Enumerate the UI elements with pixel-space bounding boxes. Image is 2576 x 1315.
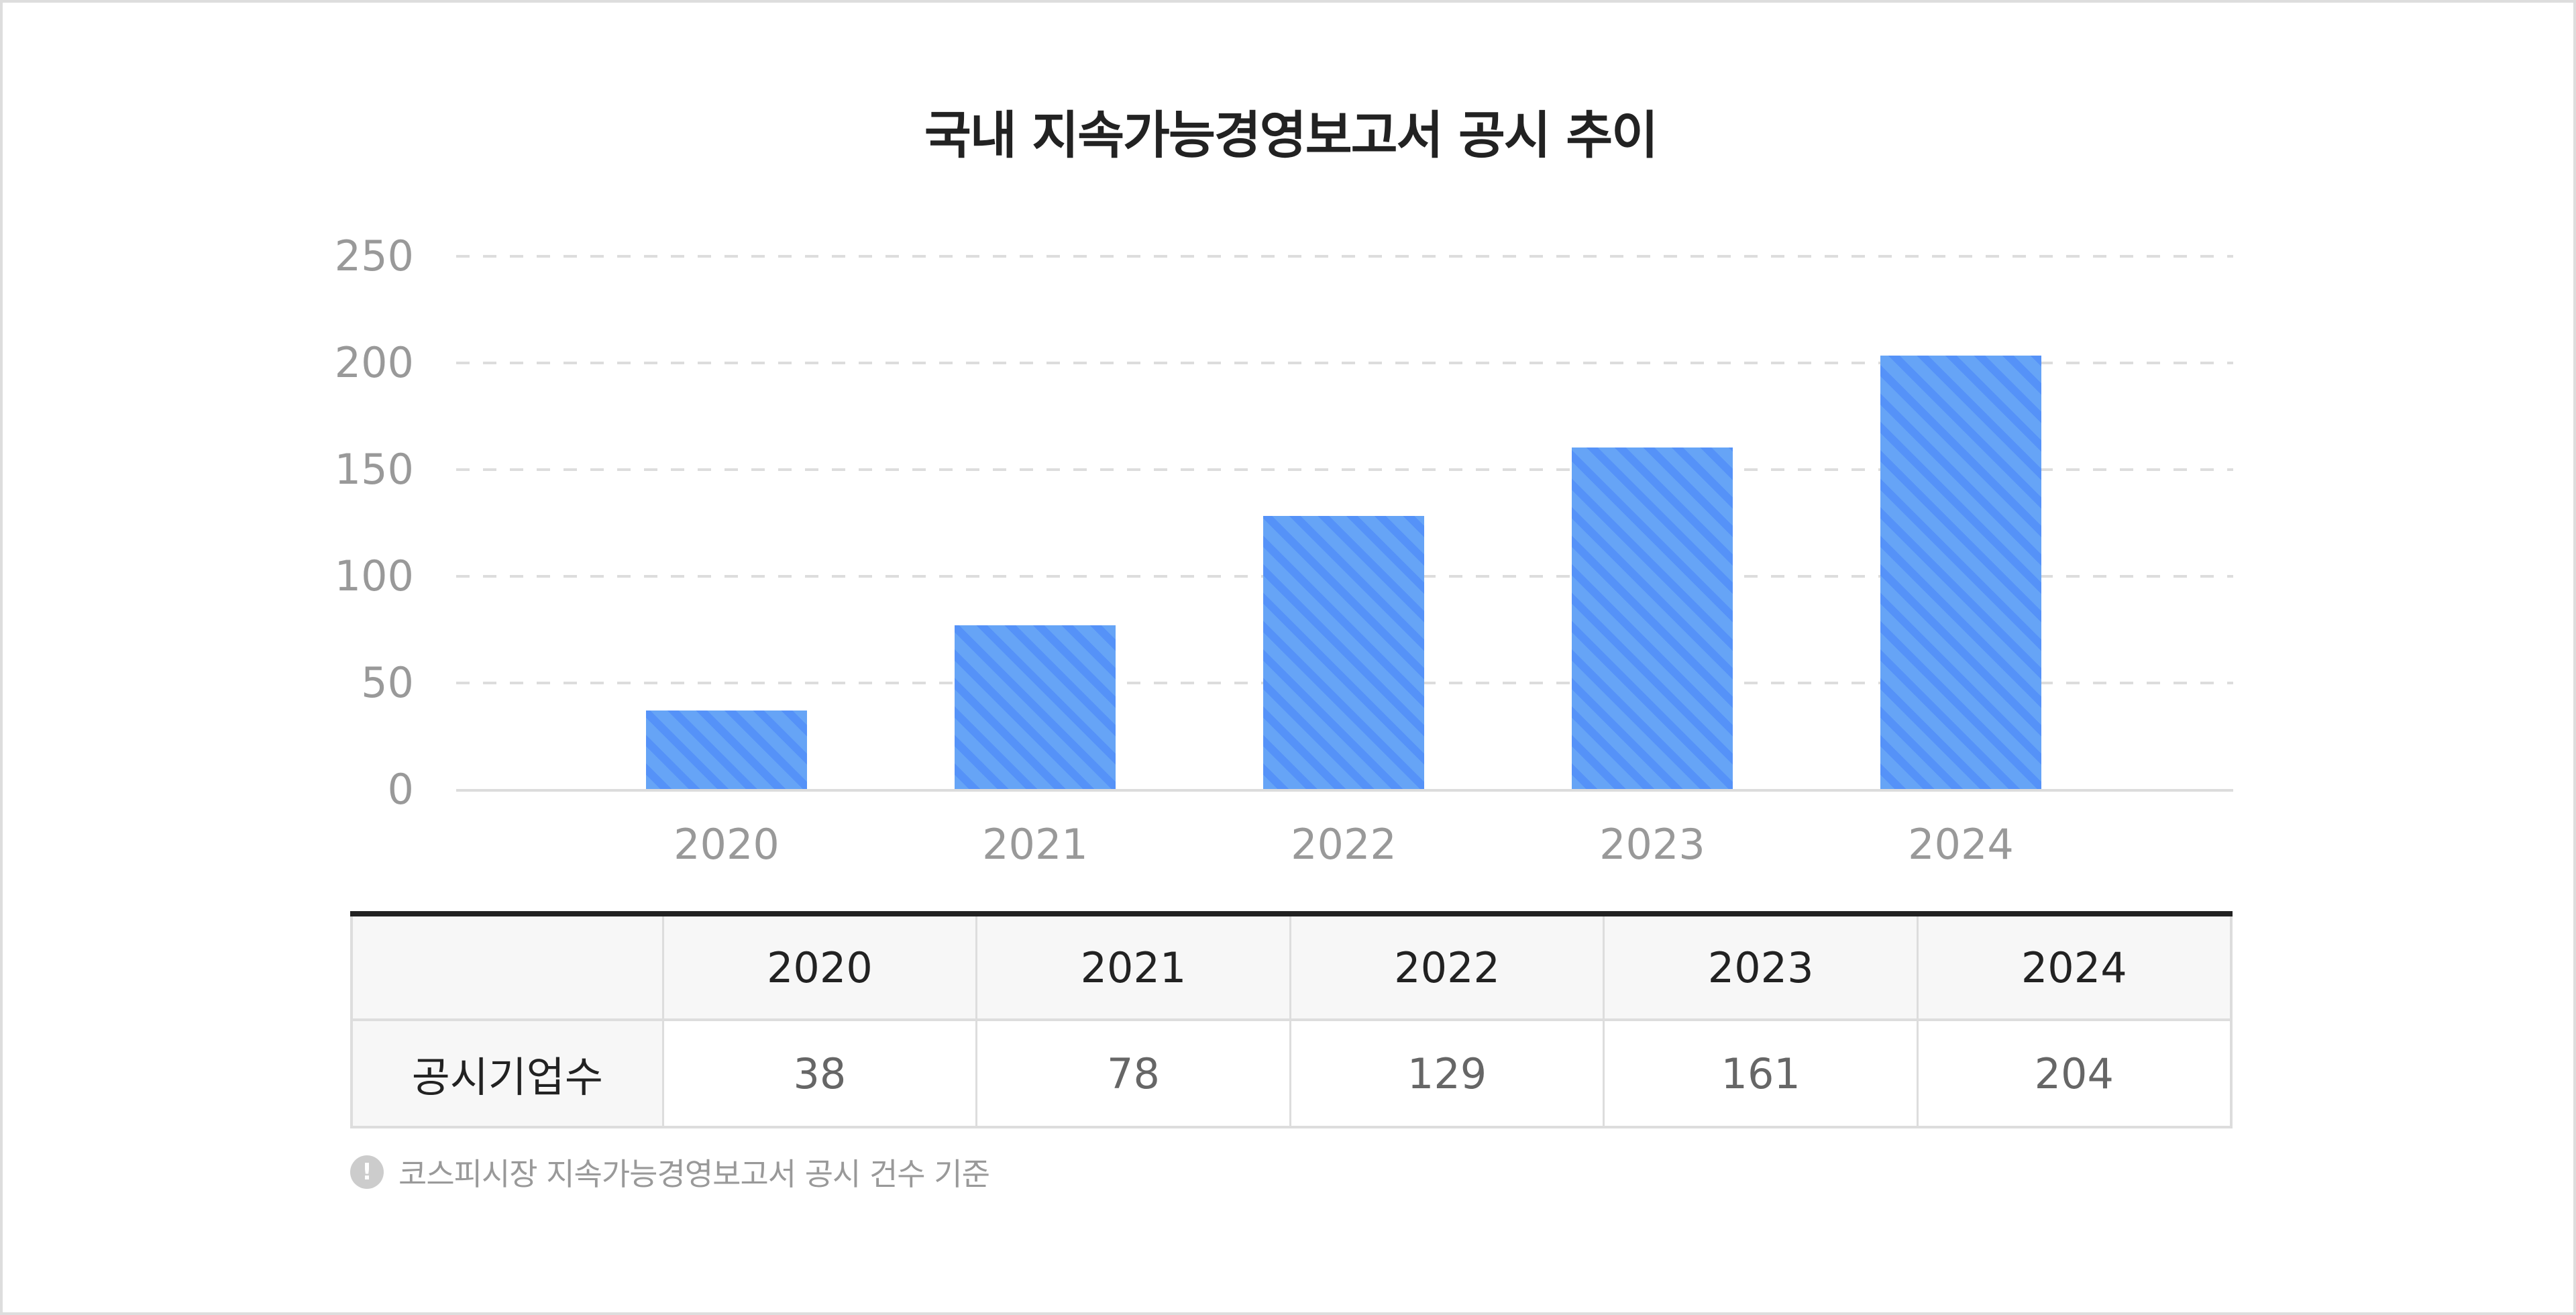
table-cell: 38	[663, 1021, 978, 1126]
bar-2022[interactable]	[1263, 516, 1424, 792]
chart-title: 국내 지속가능경영보고서 공시 추이	[924, 105, 1658, 165]
data-table: 2020 2021 2022 2023 2024 공시기업수 38 78 129…	[350, 911, 2233, 1128]
y-tick-label: 200	[334, 338, 414, 387]
bar-2024[interactable]	[1880, 356, 2041, 792]
x-tick-label: 2021	[982, 820, 1088, 869]
bar-chart: 250 200 150 100 50 0 2020 2021 2022 2023…	[3, 3, 2576, 888]
table-cell: 161	[1605, 1021, 1919, 1126]
table-header-cell: 2020	[663, 916, 978, 1018]
x-tick-label: 2020	[674, 820, 780, 869]
table-header-cell: 2024	[1918, 916, 2233, 1018]
table-row: 공시기업수 38 78 129 161 204	[350, 1021, 2233, 1128]
table-cell: 204	[1918, 1021, 2233, 1126]
bar-2020[interactable]	[646, 711, 807, 792]
gridline-150	[456, 468, 2233, 471]
exclamation-circle-icon: !	[350, 1155, 384, 1189]
y-tick-label: 50	[361, 658, 414, 707]
bar-2021[interactable]	[955, 625, 1116, 792]
y-tick-label: 100	[334, 551, 414, 600]
gridline-250	[456, 255, 2233, 258]
y-tick-label: 0	[387, 765, 414, 814]
table-header-cell: 2023	[1605, 916, 1919, 1018]
bar-2023[interactable]	[1572, 448, 1733, 792]
table-header-cell: 2022	[1291, 916, 1605, 1018]
x-tick-label: 2024	[1908, 820, 2014, 869]
x-axis-line	[456, 789, 2233, 792]
table-header-cell: 2021	[977, 916, 1291, 1018]
table-row-label: 공시기업수	[350, 1021, 664, 1126]
x-tick-label: 2023	[1599, 820, 1705, 869]
table-header-cell	[350, 916, 664, 1018]
y-tick-label: 250	[334, 231, 414, 280]
footnote: ! 코스피시장 지속가능경영보고서 공시 건수 기준	[350, 1154, 990, 1192]
table-header-row: 2020 2021 2022 2023 2024	[350, 916, 2233, 1021]
gridline-200	[456, 362, 2233, 364]
table-cell: 78	[977, 1021, 1291, 1126]
table-cell: 129	[1291, 1021, 1605, 1126]
y-tick-label: 150	[334, 445, 414, 494]
x-tick-label: 2022	[1291, 820, 1397, 869]
footnote-text: 코스피시장 지속가능경영보고서 공시 건수 기준	[398, 1156, 990, 1192]
